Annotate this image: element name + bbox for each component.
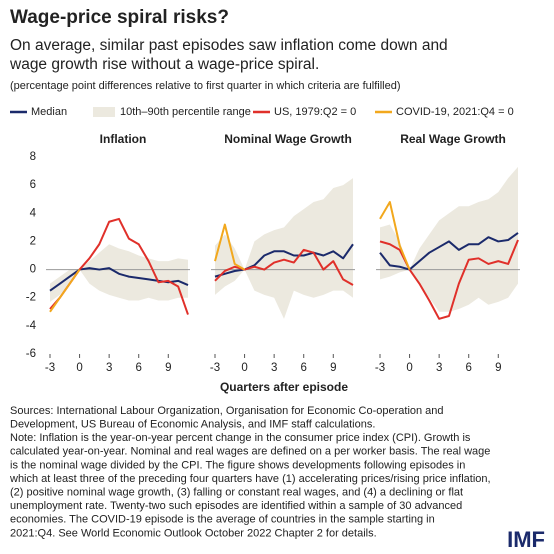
percentile-band	[380, 166, 518, 312]
x-tick-label: 9	[165, 362, 171, 374]
x-tick-label: 6	[301, 362, 307, 374]
panel-title: Real Wage Growth	[400, 132, 506, 146]
footer-line: unemployment rate. Twenty-two such episo…	[10, 500, 462, 512]
legend-label: 10th–90th percentile range	[120, 106, 251, 118]
legend-swatch	[93, 107, 115, 117]
y-tick-label: -6	[26, 348, 36, 360]
x-tick-label: 9	[495, 362, 501, 374]
x-tick-label: -3	[375, 362, 385, 374]
subtitle: On average, similar past episodes saw in…	[10, 37, 448, 54]
legend-label: COVID-19, 2021:Q4 = 0	[396, 106, 514, 118]
footer-line: Sources: International Labour Organizati…	[10, 405, 444, 417]
series-line	[379, 239, 519, 320]
x-tick-label: 3	[271, 362, 277, 374]
legend-label: US, 1979:Q2 = 0	[274, 106, 356, 118]
x-tick-label: -3	[210, 362, 220, 374]
x-tick-label: -3	[45, 362, 55, 374]
title: Wage-price spiral risks?	[10, 7, 229, 28]
panel-title: Inflation	[100, 132, 147, 146]
footer-line: Development, US Bureau of Economic Analy…	[10, 419, 375, 431]
x-tick-label: 0	[406, 362, 412, 374]
panel-title: Nominal Wage Growth	[224, 132, 352, 146]
y-tick-label: -4	[26, 320, 37, 332]
x-tick-label: 6	[466, 362, 472, 374]
logo: IMF	[507, 527, 545, 552]
legend-label: Median	[31, 106, 67, 118]
y-tick-label: 8	[30, 151, 36, 163]
series-line	[214, 223, 246, 271]
footer-line: Note: Inflation is the year-on-year perc…	[10, 432, 471, 444]
x-axis-label: Quarters after episode	[220, 380, 348, 394]
footer-line: economies. The COVID-19 episode is the a…	[10, 514, 435, 526]
footer-line: is the nominal wage divided by the CPI. …	[10, 459, 465, 471]
x-tick-label: 9	[330, 362, 336, 374]
series-line	[379, 232, 519, 271]
subtitle: wage growth rise without a wage-price sp…	[9, 56, 319, 73]
x-tick-label: 3	[106, 362, 112, 374]
y-tick-label: 0	[30, 264, 36, 276]
footer-line: 2021:Q4. See World Economic Outlook Octo…	[10, 527, 377, 539]
percentile-band	[215, 178, 353, 319]
footer-line: calculated year-on-year. Nominal and rea…	[10, 446, 490, 458]
x-tick-label: 0	[241, 362, 247, 374]
x-tick-label: 3	[436, 362, 442, 374]
series-line	[49, 268, 81, 313]
x-tick-label: 0	[76, 362, 82, 374]
y-tick-label: 6	[30, 179, 36, 191]
note: (percentage point differences relative t…	[10, 80, 400, 92]
footer-line: which at least three of the preceding fo…	[9, 473, 491, 485]
y-tick-label: 4	[30, 207, 37, 219]
y-tick-label: -2	[26, 292, 36, 304]
x-tick-label: 6	[136, 362, 142, 374]
footer-line: (2) positive nominal wage growth, (3) fa…	[10, 487, 463, 499]
series-line	[214, 243, 354, 278]
series-line	[379, 201, 411, 270]
y-tick-label: 2	[30, 235, 36, 247]
series-line	[214, 248, 354, 286]
